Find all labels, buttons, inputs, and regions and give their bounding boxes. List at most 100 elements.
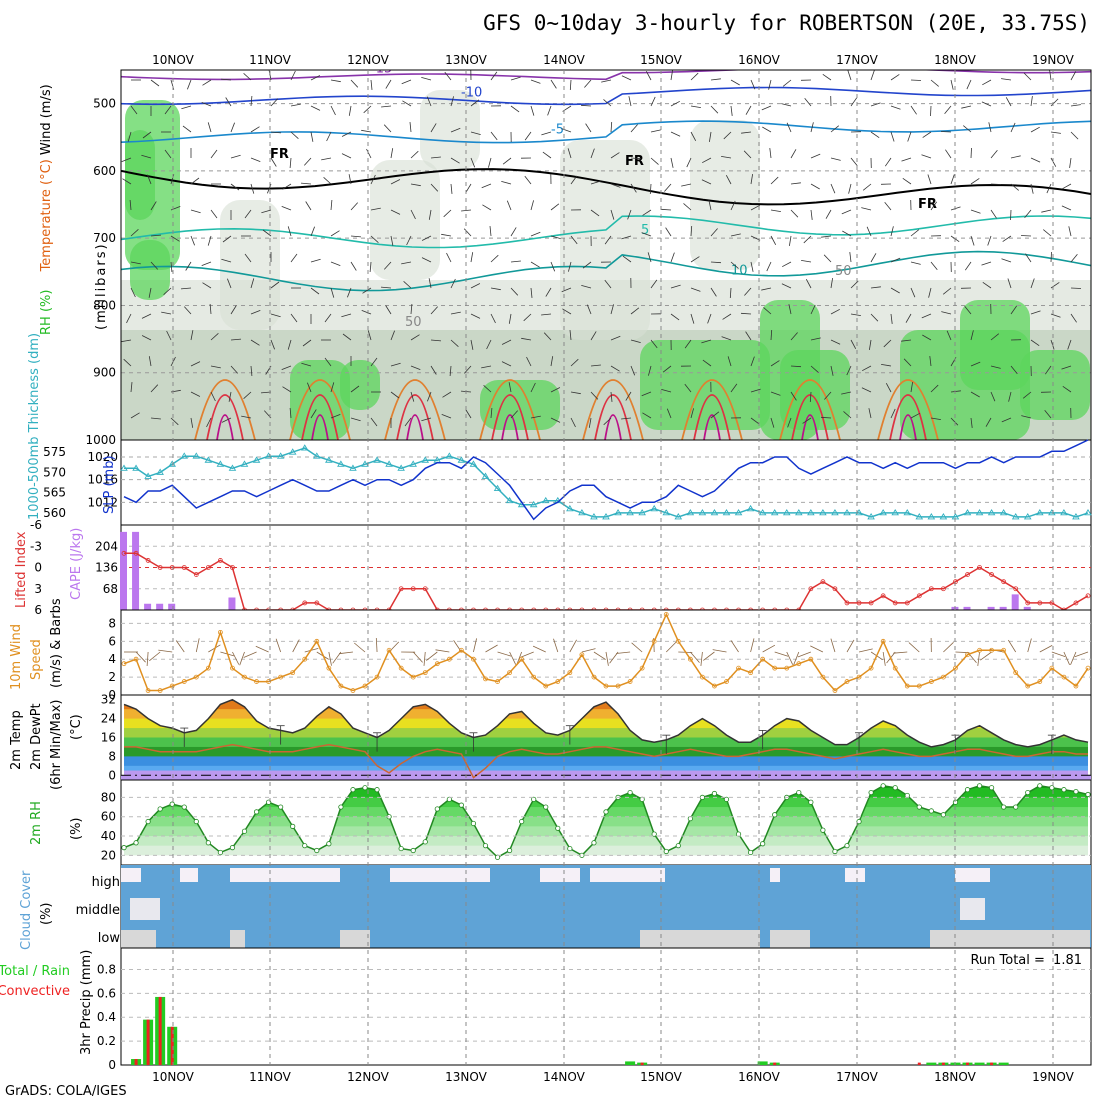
warm-isotherm [491,394,529,440]
upper-wind-barb [850,280,859,289]
upper-wind-barb [770,360,780,367]
thickness-point [843,508,851,516]
upper-wind-barb [1030,310,1041,315]
upper-wind-barb [750,204,760,211]
upper-wind-barb [148,356,152,367]
upper-wind-barb [590,148,595,159]
upper-wind-barb [830,339,841,345]
thickness-point [999,508,1008,516]
upper-wind-barb [550,235,561,239]
surface-wind-barb [616,651,631,654]
rh-point [422,839,428,845]
wind-speed-point [1037,679,1043,684]
rh-point [470,820,477,827]
wind-speed-point [796,661,802,667]
upper-wind-barb [406,235,412,246]
lifted-index-point [928,586,934,592]
upper-wind-barb [330,230,340,237]
wind-speed-point [446,656,452,662]
precip-tick: 0.4 [97,1010,116,1024]
thickness-point [782,508,791,516]
upper-wind-barb [670,131,681,137]
upper-wind-barb [461,209,472,212]
surface-wind-barb [473,638,477,653]
svg-text:Cloud Cover: Cloud Cover [19,870,34,950]
upper-wind-barb [486,339,492,350]
lifted-index-point [422,586,428,592]
upper-wind-barb [610,183,621,188]
upper-wind-barb [1030,278,1035,289]
upper-wind-barb [501,339,512,345]
upper-wind-barb [1050,313,1061,318]
upper-wind-barb [569,79,572,91]
surface-wind-barb [509,651,517,665]
upper-wind-barb [130,382,133,393]
upper-wind-barb [270,281,280,289]
bottom-date-label: 18NOV [934,1070,976,1084]
upper-wind-barb [910,79,922,81]
upper-wind-barb [750,174,753,185]
upper-wind-barb [921,154,932,159]
rh-point [711,790,718,797]
upper-wind-barb [530,79,541,84]
upper-wind-barb [966,79,972,90]
upper-wind-barb [184,306,192,315]
isotherm-label: -15 [371,62,392,77]
upper-wind-barb [944,105,952,114]
upper-wind-barb [801,260,812,263]
thickness-point [192,452,201,459]
upper-wind-barb [1062,183,1072,190]
top-date-label: 19NOV [1032,53,1074,67]
upper-wind-barb [820,416,832,419]
rh-tick: 60 [101,810,116,824]
upper-wind-barb [1046,183,1052,194]
warm-isotherm [877,379,939,440]
upper-wind-barb [970,209,981,214]
upper-wind-barb [185,261,192,271]
surface-wind-barb [243,651,257,658]
li-tick: 0 [34,561,42,575]
surface-wind-barb [1039,645,1053,653]
low-cloud-fill [930,930,1090,948]
upper-wind-barb [709,131,712,142]
upper-wind-barb [148,287,152,298]
wind-speed-point [121,661,127,667]
upper-wind-barb [921,313,932,319]
warm-isotherm [479,379,541,440]
precip-conv-bar [773,1062,777,1065]
upper-wind-barb [730,105,733,116]
low-cloud-fill [770,930,810,948]
upper-wind-barb [842,230,852,237]
thickness-point [807,508,815,516]
low-cloud-fill [640,930,760,948]
upper-wind-barb [290,70,296,81]
isotherm-line [121,86,1091,106]
warm-isotherm [681,379,743,440]
upper-wind-barb [650,279,658,289]
upper-wind-barb [930,417,941,420]
surface-wind-barb [774,651,789,657]
upper-wind-barb [250,365,253,377]
wind-speed-point [748,670,753,676]
upper-wind-barb [321,157,332,161]
rh-point [603,809,609,815]
upper-wind-barb [690,105,701,108]
rh-band [124,826,1088,837]
wind-speed-point [941,674,946,680]
upper-wind-barb [526,356,532,367]
upper-wind-barb [884,201,892,211]
upper-wind-barb [866,226,872,237]
thickness-point [1036,508,1044,516]
mid-cloud-gap [960,898,985,920]
cloud-level-middle: middle [76,903,120,918]
temp-tick: 0 [108,768,116,782]
upper-wind-barb [363,105,372,114]
lifted-index-point [398,586,404,592]
upper-wind-barb [202,79,212,86]
upper-wind-barb [590,180,601,185]
wind-speed-point [1061,674,1067,680]
warm-isotherm [582,379,644,440]
upper-wind-barb [570,235,578,245]
surface-wind-barb [893,651,908,654]
upper-wind-barb [903,358,912,367]
